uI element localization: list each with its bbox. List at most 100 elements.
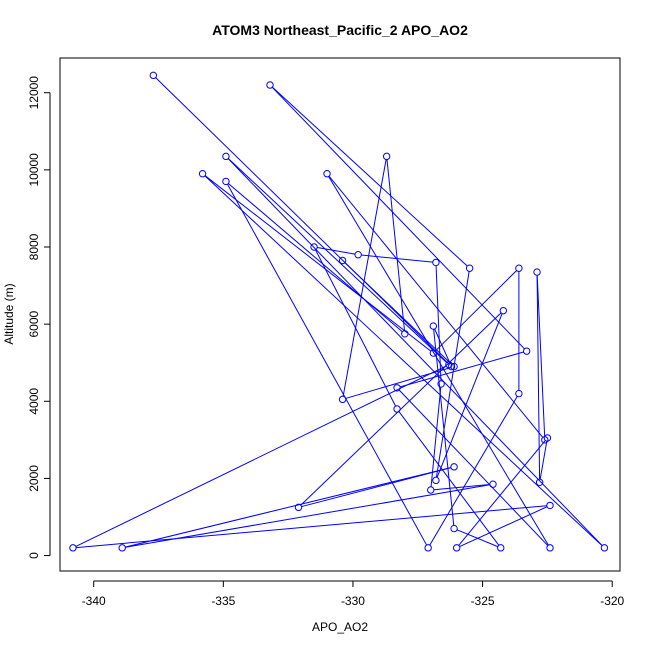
- data-point: [465, 264, 474, 272]
- x-axis-title: APO_AO2: [312, 620, 368, 634]
- data-point: [424, 544, 432, 552]
- data-point: [382, 152, 391, 161]
- series-segment: [435, 265, 442, 381]
- series-segment: [434, 328, 451, 364]
- series-segment: [386, 159, 405, 331]
- series-segment: [227, 183, 428, 546]
- data-point: [437, 380, 445, 388]
- series-segment: [435, 271, 470, 478]
- series-segment: [317, 247, 356, 255]
- series-segment: [125, 484, 490, 548]
- series-segment: [75, 365, 447, 547]
- series-segment: [328, 175, 544, 438]
- y-tick-label: 12000: [27, 76, 41, 110]
- series-segment: [228, 183, 403, 333]
- data-point: [546, 544, 554, 552]
- data-point: [497, 544, 505, 552]
- series-layer: [69, 71, 609, 552]
- data-point: [401, 330, 409, 338]
- series-segment: [536, 275, 546, 437]
- series-segment: [398, 411, 500, 546]
- data-point: [310, 243, 318, 251]
- series-segment: [539, 440, 548, 480]
- x-tick-label: -330: [341, 594, 365, 608]
- series-segment: [435, 270, 517, 352]
- plot-frame: [59, 57, 621, 572]
- series-segment: [429, 396, 518, 546]
- data-point: [338, 256, 347, 265]
- series-segment: [328, 176, 549, 546]
- data-point: [450, 524, 458, 533]
- chart-title: ATOM3 Northeast_Pacific_2 APO_AO2: [212, 22, 468, 38]
- series-segment: [433, 484, 490, 491]
- series-segment: [344, 262, 453, 365]
- series-segment: [436, 313, 503, 478]
- series-segment: [125, 467, 452, 548]
- data-point: [222, 152, 230, 161]
- data-point: [600, 544, 609, 552]
- data-point: [294, 503, 303, 512]
- data-point: [450, 362, 458, 371]
- series-segment: [227, 158, 447, 363]
- data-point: [266, 81, 274, 89]
- series-segment: [301, 467, 452, 508]
- series-segment: [433, 329, 455, 526]
- data-point: [515, 389, 523, 398]
- y-tick-label: 0: [27, 552, 41, 559]
- data-point: [222, 177, 230, 186]
- series-segment: [272, 86, 468, 267]
- series-segment: [204, 175, 432, 352]
- x-tick-label: -335: [211, 594, 235, 608]
- data-point: [546, 501, 554, 510]
- data-point: [499, 306, 508, 315]
- data-point: [533, 268, 541, 276]
- data-point: [522, 347, 531, 355]
- series-segment: [155, 77, 450, 365]
- data-point: [393, 384, 401, 392]
- series-segment: [398, 389, 549, 546]
- series-segment: [227, 158, 603, 546]
- series-segment: [399, 351, 524, 388]
- series-segment: [342, 159, 387, 397]
- data-point: [198, 170, 207, 178]
- x-tick-label: -340: [82, 594, 106, 608]
- y-axis: 0 2000 4000 6000 8000 10000 12000: [27, 76, 51, 559]
- data-point: [118, 544, 126, 552]
- data-point: [69, 544, 77, 552]
- series-segment: [76, 505, 547, 549]
- data-point: [393, 405, 401, 413]
- data-point: [354, 251, 362, 259]
- data-point: [429, 349, 438, 357]
- series-segment: [458, 440, 546, 546]
- y-tick-label: 10000: [27, 153, 41, 187]
- data-point: [543, 434, 552, 442]
- x-tick-label: -325: [471, 594, 495, 608]
- y-axis-title: Altitude (m): [2, 283, 16, 344]
- series-segment: [271, 86, 525, 350]
- y-tick-label: 2000: [27, 465, 41, 492]
- data-point: [149, 71, 158, 80]
- data-point: [432, 258, 440, 267]
- data-point: [450, 463, 458, 471]
- data-point: [429, 322, 438, 330]
- series-segment: [300, 312, 502, 506]
- data-point: [535, 478, 544, 486]
- data-point: [427, 486, 435, 494]
- data-point: [452, 544, 461, 552]
- data-point: [489, 480, 497, 488]
- data-point: [338, 395, 347, 404]
- data-point: [432, 476, 440, 485]
- data-point: [515, 264, 523, 272]
- series-segment: [345, 366, 452, 399]
- series-segment: [459, 506, 548, 547]
- series-segment: [430, 387, 442, 487]
- y-tick-label: 4000: [27, 388, 41, 415]
- x-axis: -340 -335 -330 -325 -320: [82, 580, 625, 608]
- x-tick-label: -320: [600, 594, 624, 608]
- series-segment: [204, 175, 603, 547]
- series-segment: [536, 275, 541, 480]
- data-point: [445, 360, 453, 369]
- y-tick-label: 8000: [27, 233, 41, 260]
- y-tick-label: 6000: [27, 310, 41, 337]
